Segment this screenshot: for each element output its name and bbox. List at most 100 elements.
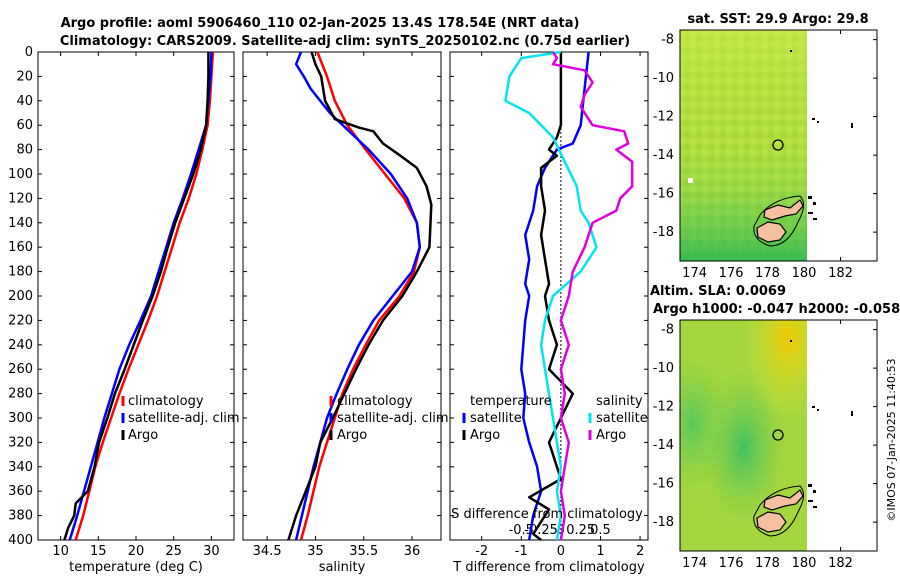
sla-map [680, 320, 807, 551]
series-line-temperature-climatology [74, 51, 215, 541]
depth-tick-label: 140 [8, 216, 33, 231]
map-lat-tick-label: -18 [653, 225, 674, 240]
legend-label-argo: Argo [337, 428, 367, 443]
difference-legend: temperature satellite Argo salinity sate… [462, 394, 648, 443]
s-diff-tick-label: 0.5 [590, 523, 611, 538]
map-lat-tick-label: -16 [653, 477, 674, 492]
sla-map-title-line1: Altim. SLA: 0.0069 [650, 284, 786, 299]
x-tick-label: 10 [52, 544, 69, 559]
reef-contour [753, 195, 804, 247]
depth-tick-label: 160 [8, 240, 33, 255]
legend-title-salinity: salinity [596, 394, 643, 409]
temperature-xlabel: temperature (deg C) [69, 560, 203, 575]
legend-title-temperature: temperature [470, 394, 552, 409]
depth-tick-label: 60 [16, 118, 33, 133]
x-tick-label: -1 [515, 544, 528, 559]
sst-missing-cell [688, 178, 693, 183]
map-lon-tick-label: 180 [792, 556, 817, 571]
legend-label-t-satellite: satellite [470, 411, 522, 426]
x-tick-label: 30 [203, 544, 220, 559]
map-lon-tick-label: 176 [719, 266, 744, 281]
x-tick-label: 1 [596, 544, 604, 559]
s-diff-tick-label: 0.25 [566, 523, 595, 538]
difference-s-xlabel: S difference from climatology [451, 507, 643, 522]
sst-map-frame [679, 29, 878, 262]
legend-label-climatology: climatology [128, 394, 204, 409]
map-lon-tick-label: 180 [792, 266, 817, 281]
legend-label-t-argo: Argo [470, 428, 500, 443]
difference-plot-frame [449, 51, 649, 541]
map-lon-tick-label: 182 [828, 556, 853, 571]
series-line-salinity-argo [287, 51, 433, 541]
sst-small-islands [790, 50, 853, 220]
map-lon-tick-label: 182 [828, 266, 853, 281]
x-tick-label: 2 [636, 544, 644, 559]
reef-contour [753, 485, 804, 537]
map-lat-tick-label: -12 [653, 400, 674, 415]
x-tick-label: 35 [307, 544, 324, 559]
x-tick-label: 36 [404, 544, 421, 559]
x-tick-label: 34.5 [253, 544, 282, 559]
depth-tick-label: 80 [16, 143, 33, 158]
sst-field-shade [680, 30, 807, 261]
s-diff-tick-label: 0 [557, 523, 565, 538]
legend-label-argo: Argo [128, 428, 158, 443]
depth-tick-label: 260 [8, 362, 33, 377]
legend-label-satellite: satellite-adj. clim [337, 411, 449, 426]
map-lat-tick-label: -8 [661, 323, 674, 338]
sla-map-title-line2: Argo h1000: -0.047 h2000: -0.058 [653, 302, 900, 317]
map-lon-tick-label: 178 [755, 556, 780, 571]
depth-tick-label: 280 [8, 387, 33, 402]
depth-tick-label: 240 [8, 338, 33, 353]
series-line-difference-temperature-satellite [520, 51, 590, 541]
difference-xlabel: T difference from climatology [452, 560, 645, 575]
temperature-plot-frame [37, 51, 235, 541]
depth-tick-label: 20 [16, 69, 33, 84]
salinity-xlabel: salinity [319, 560, 366, 575]
x-tick-label: -2 [475, 544, 488, 559]
legend-label-satellite: satellite-adj. clim [128, 411, 240, 426]
legend-label-s-argo: Argo [596, 428, 626, 443]
x-tick-label: 35.5 [349, 544, 378, 559]
depth-tick-label: 100 [8, 167, 33, 182]
sla-argo-position-marker [772, 429, 784, 441]
x-tick-label: 0 [557, 544, 565, 559]
sst-map [680, 30, 807, 261]
depth-tick-label: 180 [8, 265, 33, 280]
sst-argo-position-marker [772, 139, 784, 151]
island-viti-levu [756, 221, 787, 243]
depth-tick-label: 0 [25, 45, 33, 60]
depth-tick-label: 340 [8, 460, 33, 475]
sst-map-title: sat. SST: 29.9 Argo: 29.8 [687, 12, 868, 27]
series-line-temperature-argo [63, 52, 210, 541]
figure-title-line1: Argo profile: aoml 5906460_110 02-Jan-20… [61, 16, 580, 31]
map-lat-tick-label: -14 [653, 438, 674, 453]
figure-title-line2: Climatology: CARS2009. Satellite-adj cli… [60, 34, 630, 49]
island-viti-levu [756, 511, 787, 533]
map-lat-tick-label: -8 [661, 33, 674, 48]
depth-tick-label: 320 [8, 435, 33, 450]
map-lon-tick-label: 176 [719, 556, 744, 571]
s-diff-tick-label: -0.5 [509, 523, 534, 538]
depth-tick-label: 200 [8, 289, 33, 304]
depth-tick-label: 40 [16, 94, 33, 109]
series-line-difference-temperature-argo [527, 52, 575, 541]
island-vanua-levu [763, 199, 804, 221]
series-line-difference-salinity-satellite [504, 50, 598, 541]
sla-small-islands [790, 340, 853, 508]
island-vanua-levu [763, 489, 804, 511]
temperature-legend: climatology satellite-adj. clim Argo [121, 394, 240, 443]
map-lat-tick-label: -18 [653, 515, 674, 530]
depth-tick-label: 400 [8, 533, 33, 548]
depth-tick-label: 360 [8, 484, 33, 499]
series-line-temperature-satellite-adj-clim [68, 51, 213, 541]
depth-tick-label: 120 [8, 191, 33, 206]
depth-tick-label: 300 [8, 411, 33, 426]
depth-tick-label: 380 [8, 509, 33, 524]
map-lon-tick-label: 174 [682, 266, 707, 281]
sla-field-high-northeast [680, 320, 807, 551]
map-lat-tick-label: -10 [653, 71, 674, 86]
salinity-legend: climatology satellite-adj. clim Argo [329, 394, 449, 443]
x-tick-label: 15 [90, 544, 107, 559]
